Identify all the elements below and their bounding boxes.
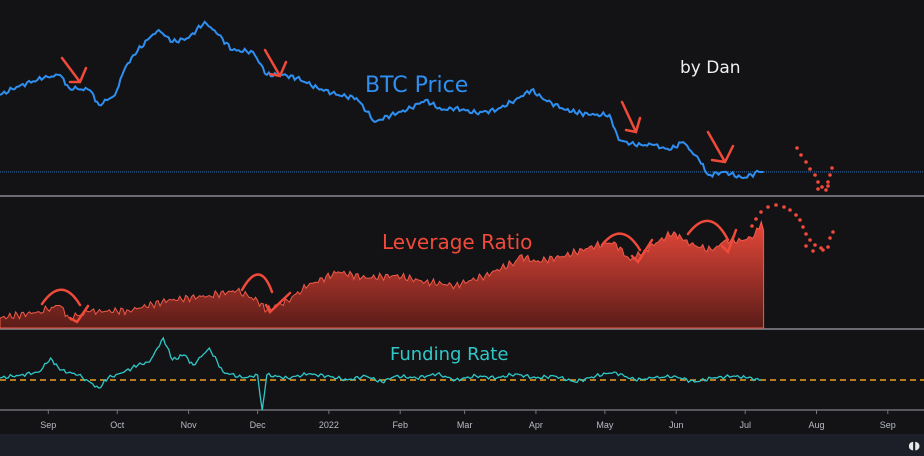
projection-dot	[820, 185, 824, 189]
arc-annotation	[686, 219, 738, 255]
projection-dot	[811, 249, 815, 253]
projection-dot	[808, 167, 812, 171]
projection-dot	[754, 217, 758, 221]
funding-rate-line	[0, 336, 762, 411]
x-tick-label: Sep	[40, 420, 56, 430]
x-tick-label: Jun	[669, 420, 684, 430]
projection-dot	[826, 184, 830, 188]
leverage-ratio-label: Leverage Ratio	[382, 230, 532, 254]
projection-dot	[782, 205, 786, 209]
projection-dot	[808, 238, 812, 242]
pane-dividers	[0, 195, 924, 411]
x-tick-label: Dec	[250, 420, 267, 430]
projection-dot	[774, 203, 778, 207]
funding-rate-label: Funding Rate	[390, 344, 508, 365]
projection-dot	[804, 244, 808, 248]
projection-dot	[750, 224, 754, 228]
tradingview-logo[interactable]: ◖◗	[908, 439, 920, 452]
x-tick-label: May	[596, 420, 614, 430]
chart-canvas: Sep Oct Nov Dec 2022 Feb Mar Apr May Jun Jul Aug Sep…	[0, 20, 924, 430]
x-tick-label: Aug	[808, 420, 824, 430]
down-arrow-annotation	[263, 48, 288, 78]
projection-dot	[826, 180, 830, 184]
leverage-ratio-area	[0, 219, 765, 329]
x-tick-label: Mar	[457, 420, 473, 430]
projection-dot	[759, 210, 763, 214]
btc-price-line	[0, 20, 764, 180]
projection-dot	[828, 236, 832, 240]
projection-dot	[816, 187, 820, 191]
down-arrow-annotation	[706, 130, 735, 164]
down-arrow-annotation	[60, 56, 88, 84]
projection-dots	[750, 146, 835, 253]
x-tick-label: Apr	[529, 420, 543, 430]
bottom-toolbar	[0, 434, 924, 456]
projection-dot	[804, 232, 808, 236]
x-tick-label: Nov	[181, 420, 198, 430]
projection-dot	[801, 225, 805, 229]
projection-dot	[799, 153, 803, 157]
projection-dot	[795, 146, 799, 150]
x-tick-label: Sep	[880, 420, 896, 430]
projection-dot	[788, 208, 792, 212]
projection-dot	[766, 205, 770, 209]
projection-dot	[826, 245, 830, 249]
x-tick-label: Feb	[392, 420, 408, 430]
projection-dot	[798, 218, 802, 222]
projection-dot	[813, 243, 817, 247]
x-axis-ticks: Sep Oct Nov Dec 2022 Feb Mar Apr May Jun Jul Aug Sep	[40, 410, 896, 430]
projection-dot	[824, 188, 828, 192]
projection-dot	[816, 180, 820, 184]
projection-dot	[830, 166, 834, 170]
projection-dot	[828, 173, 832, 177]
annotations	[40, 48, 738, 324]
arc-annotation	[600, 232, 654, 264]
projection-dot	[794, 213, 798, 217]
projection-dot	[804, 160, 808, 164]
down-arrow-annotation	[620, 100, 642, 134]
author-label: by Dan	[680, 58, 741, 78]
x-tick-label: Oct	[110, 420, 125, 430]
x-tick-label: Jul	[739, 420, 751, 430]
projection-dot	[821, 248, 825, 252]
btc-price-label: BTC Price	[365, 73, 468, 98]
projection-dot	[831, 230, 835, 234]
x-tick-label: 2022	[319, 420, 339, 430]
arc-annotation	[40, 288, 90, 324]
projection-dot	[813, 173, 817, 177]
arc-annotation	[240, 273, 292, 315]
